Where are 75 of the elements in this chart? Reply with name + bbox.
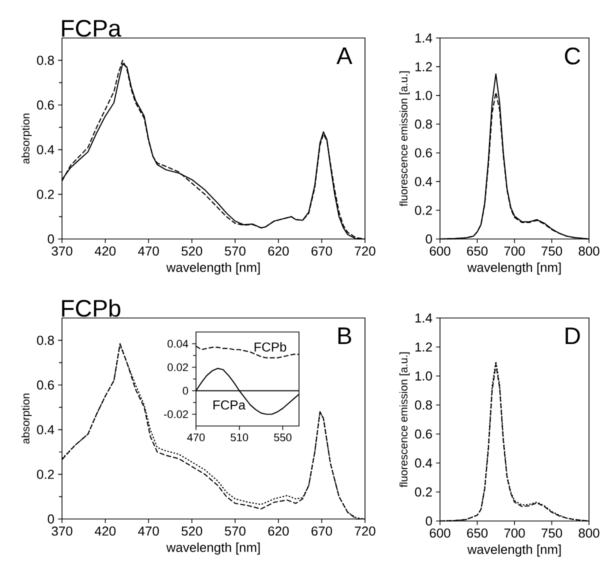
x-axis-title: wavelength [nm] [467, 544, 561, 557]
x-tick-label: 800 [578, 246, 600, 256]
y-tick-label: 0.8 [36, 336, 54, 345]
x-tick-label: 420 [94, 526, 116, 536]
y-tick-label: 0.4 [414, 176, 432, 186]
y-tick-label: 0 [426, 516, 432, 526]
x-tick-label: 420 [94, 246, 116, 256]
x-tick-label: 750 [542, 528, 562, 538]
y-tick-label: 0.2 [36, 190, 54, 199]
x-tick-label: 600 [430, 246, 450, 256]
x-tick-label: 470 [138, 526, 159, 536]
chart-title: FCPa [62, 20, 122, 37]
y-tick-label: 0 [182, 386, 188, 395]
y-tick-label: 0 [426, 234, 432, 244]
y-axis-title: absorption [21, 394, 32, 444]
y-tick-label: 0.6 [414, 429, 432, 439]
y-tick-label: 0 [48, 234, 54, 244]
x-tick-label: 800 [578, 528, 600, 538]
chart-title: FCPb [62, 299, 120, 317]
x-tick-label: 620 [268, 526, 289, 536]
y-axis-title: absorption [21, 114, 32, 164]
y-tick-label: 0.2 [414, 206, 432, 215]
y-tick-label: 0.8 [36, 56, 54, 65]
y-tick-label: 0.02 [168, 363, 188, 372]
y-axis-title: fluorescence emission [a.u.] [399, 352, 410, 488]
x-tick-label: 570 [224, 246, 246, 256]
annotation: D [566, 328, 580, 344]
annotation: B [338, 328, 352, 344]
y-tick-label: 1.2 [415, 62, 432, 72]
x-tick-label: 570 [224, 526, 246, 536]
x-axis-title: wavelength [nm] [467, 262, 561, 275]
x-tick-label: 520 [182, 526, 202, 536]
x-tick-label: 700 [504, 528, 525, 538]
y-tick-label: 0.2 [36, 470, 54, 479]
x-tick-label: 520 [182, 246, 202, 256]
x-tick-label: 750 [542, 246, 562, 256]
y-tick-label: 0.6 [36, 100, 54, 110]
x-tick-label: 670 [312, 246, 332, 256]
y-tick-label: 1.4 [415, 34, 432, 42]
y-tick-label: 1.0 [415, 371, 432, 381]
y-tick-label: 1.2 [415, 342, 432, 352]
y-tick-label: 0.6 [414, 148, 432, 158]
x-axis-title: wavelength [nm] [166, 542, 260, 555]
y-tick-label: 0.4 [36, 145, 54, 154]
y-tick-label: 0.8 [414, 400, 432, 410]
y-tick-label: 0.4 [414, 458, 432, 468]
y-tick-label: 0.4 [36, 425, 54, 434]
x-tick-label: 470 [138, 246, 159, 256]
annotation: A [336, 48, 352, 64]
x-tick-label: 370 [52, 246, 72, 256]
y-tick-label: 0.6 [36, 380, 54, 390]
y-tick-label: 0.2 [414, 487, 432, 497]
y-tick-label: 1.0 [415, 90, 432, 100]
y-axis-title: fluorescence emission [a.u.] [399, 71, 410, 206]
series-label: FCPb [254, 342, 286, 352]
legend-label: FCPa [213, 400, 246, 410]
x-tick-label: 370 [52, 526, 72, 536]
x-tick-label: 720 [354, 526, 376, 536]
y-tick-label: 0 [48, 514, 54, 524]
y-tick-label: -0.02 [164, 410, 188, 418]
x-tick-label: 470 [187, 434, 205, 442]
x-tick-label: 620 [268, 246, 289, 256]
x-tick-label: 600 [430, 528, 450, 538]
x-tick-label: 650 [467, 246, 488, 256]
y-tick-label: 0.8 [414, 120, 432, 129]
x-tick-label: 550 [274, 434, 292, 442]
x-tick-label: 670 [312, 526, 332, 536]
annotation: C [564, 48, 580, 64]
y-tick-label: 0.04 [168, 340, 188, 348]
x-tick-label: 700 [504, 246, 525, 256]
x-tick-label: 720 [354, 246, 376, 256]
x-tick-label: 510 [230, 434, 248, 442]
x-axis-title: wavelength [nm] [166, 262, 260, 275]
y-tick-label: 1.4 [415, 314, 432, 322]
x-tick-label: 650 [467, 528, 488, 538]
